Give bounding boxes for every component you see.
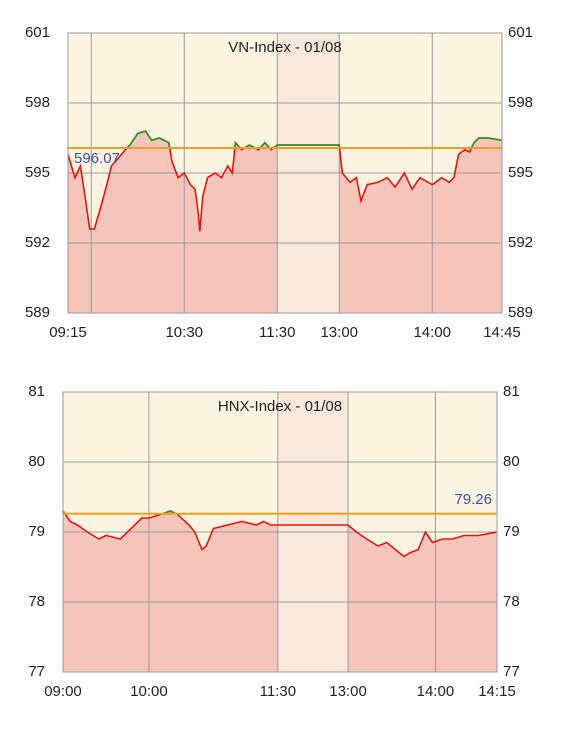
y-tick-label: 592	[25, 234, 50, 251]
y-tick-label: 80	[28, 453, 45, 470]
plot-border	[67, 32, 503, 314]
y-tick-label-right: 80	[503, 453, 520, 470]
x-tick-label: 09:15	[49, 324, 87, 341]
x-tick-label: 14:00	[413, 324, 451, 341]
price-line	[62, 510, 498, 558]
x-tick-label: 14:15	[478, 683, 516, 700]
y-tick-label-right: 601	[508, 24, 533, 41]
y-tick-label: 595	[25, 164, 50, 181]
y-tick-label-right: 81	[503, 383, 520, 400]
y-tick-label: 601	[25, 24, 50, 41]
plot-border	[62, 391, 498, 673]
x-tick-label: 09:00	[44, 683, 82, 700]
x-tick-label: 13:00	[320, 324, 358, 341]
y-tick-label: 589	[25, 304, 50, 321]
x-tick-label: 10:30	[165, 324, 203, 341]
chart: 09:00 10:00 11:30 13:00 14:00 14:15 77 77 78 78 79…	[28, 383, 519, 700]
x-tick-label: 14:45	[483, 324, 521, 341]
chart-title: HNX-Index - 01/08	[218, 398, 342, 415]
y-tick-label: 77	[28, 663, 45, 680]
chart-title: VN-Index - 01/08	[228, 39, 341, 56]
y-tick-label: 78	[28, 593, 45, 610]
y-tick-label: 81	[28, 383, 45, 400]
x-tick-label: 11:30	[259, 324, 295, 341]
y-tick-label-right: 595	[508, 164, 533, 181]
y-tick-label-right: 592	[508, 234, 533, 251]
price-line	[67, 130, 503, 232]
reference-label: 79.26	[454, 491, 492, 508]
x-tick-label: 14:00	[417, 683, 455, 700]
reference-label: 596.07	[74, 150, 120, 167]
y-tick-label-right: 598	[508, 94, 533, 111]
y-tick-label-right: 79	[503, 523, 520, 540]
y-tick-label-right: 78	[503, 593, 520, 610]
y-tick-label-right: 589	[508, 304, 533, 321]
y-tick-label-right: 77	[503, 663, 520, 680]
x-tick-label: 10:00	[130, 683, 168, 700]
x-tick-label: 11:30	[260, 683, 296, 700]
y-tick-label: 79	[28, 523, 45, 540]
y-tick-label: 598	[25, 94, 50, 111]
x-tick-label: 13:00	[329, 683, 367, 700]
chart: 09:15 10:30 11:30 13:00 14:00 14:45 589 589 592 5…	[25, 24, 533, 341]
